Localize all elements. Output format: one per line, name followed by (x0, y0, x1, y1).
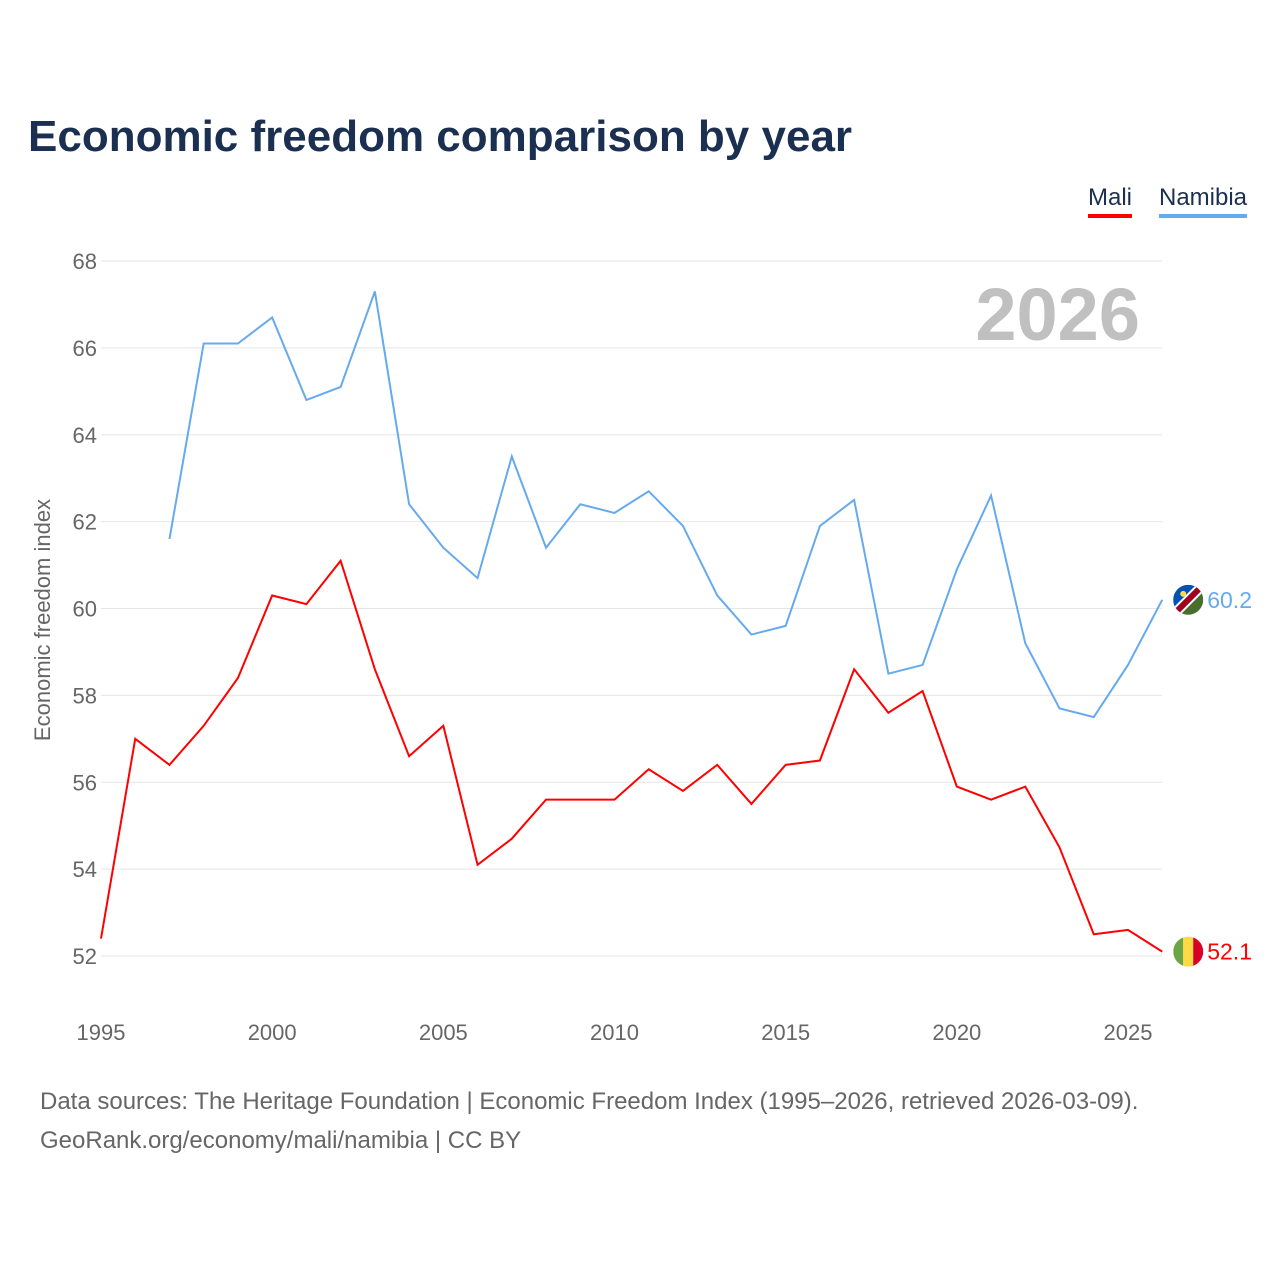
y-tick-label: 64 (73, 423, 97, 448)
y-tick-label: 66 (73, 336, 97, 361)
end-value-label-namibia: 60.2 (1207, 587, 1252, 613)
x-tick-label: 2005 (419, 1020, 468, 1045)
series-line-mali (100, 558, 1163, 953)
flag-mali-icon (1173, 936, 1204, 967)
y-tick-label: 60 (73, 597, 97, 622)
x-tick-label: 2015 (761, 1020, 810, 1045)
source-url: GeoRank.org/economy/mali/namibia | CC BY (40, 1127, 522, 1154)
x-tick-label: 2020 (932, 1020, 981, 1045)
legend-mali[interactable]: Mali (1088, 184, 1133, 218)
y-tick-label: 54 (73, 857, 97, 882)
year-label: 2026 (975, 273, 1140, 356)
y-tick-label: 52 (73, 944, 97, 969)
y-tick-label: 58 (73, 683, 97, 708)
x-tick-label: 1995 (77, 1020, 126, 1045)
x-tick-label: 2000 (248, 1020, 297, 1045)
x-tick-label: 2010 (590, 1020, 639, 1045)
y-tick-label: 68 (73, 249, 97, 274)
y-tick-label: 56 (73, 770, 97, 795)
y-tick-label: 62 (73, 510, 97, 535)
chart-title: Economic freedom comparison by year (28, 112, 853, 161)
x-tick-label: 2025 (1104, 1020, 1153, 1045)
source-line: Data sources: The Heritage Foundation | … (40, 1088, 1139, 1115)
flag-namibia-icon (1173, 584, 1204, 615)
y-axis-label: Economic freedom index (30, 499, 55, 741)
end-value-label-mali: 52.1 (1207, 939, 1252, 965)
series-line-namibia (168, 291, 1164, 719)
legend-namibia[interactable]: Namibia (1159, 184, 1248, 218)
